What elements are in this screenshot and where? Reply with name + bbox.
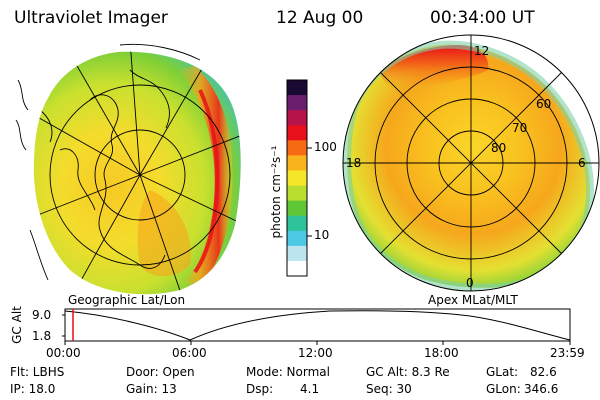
ip-status: IP: 18.0 xyxy=(10,382,56,396)
observation-date: 12 Aug 00 xyxy=(276,8,364,28)
colorbar-unit-label: photon cm⁻²s⁻¹ xyxy=(269,145,283,239)
glon-value: 346.6 xyxy=(524,382,559,396)
colorbar-swatch xyxy=(287,260,307,277)
door-status: Door: Open xyxy=(126,365,195,379)
timeline-xtick-0000: 00:00 xyxy=(46,346,81,360)
instrument-title: Ultraviolet Imager xyxy=(14,8,168,28)
colorbar-swatch xyxy=(287,245,307,262)
mlt-label-12: 12 xyxy=(474,44,490,58)
colorbar-swatch xyxy=(287,215,307,232)
mlt-label-0: 0 xyxy=(466,276,474,290)
apex-polar-map xyxy=(342,34,600,292)
mlat-label-80: 80 xyxy=(491,141,507,155)
seq-status: Seq: 30 xyxy=(366,382,412,396)
mlt-label-18: 18 xyxy=(346,156,362,170)
gc-alt-status: GC Alt: 8.3 Re xyxy=(366,365,450,379)
colorbar-swatch xyxy=(287,95,307,111)
colorbar xyxy=(286,79,308,277)
colorbar-swatch xyxy=(287,155,307,171)
gain-status: Gain: 13 xyxy=(126,382,177,396)
dsp-label: Dsp: xyxy=(246,382,274,396)
colorbar-swatch xyxy=(287,185,307,202)
glat-value: 82.6 xyxy=(530,365,557,379)
timeline-xtick-1200: 12:00 xyxy=(298,346,333,360)
colorbar-swatch xyxy=(287,125,307,141)
colorbar-frame xyxy=(286,79,308,277)
filter-status: Flt: LBHS xyxy=(10,365,65,379)
mlat-label-60: 60 xyxy=(536,97,552,111)
gc-altitude-timeline xyxy=(62,308,571,345)
timeline-xtick-1800: 18:00 xyxy=(424,346,459,360)
timeline-ytick-bottom: 1.8 xyxy=(32,329,52,343)
geographic-map-label: Geographic Lat/Lon xyxy=(68,293,186,307)
colorbar-swatch xyxy=(287,170,307,187)
colorbar-tick-label-100: 100 xyxy=(314,140,337,154)
observation-time: 00:34:00 UT xyxy=(430,8,535,28)
mlt-label-6: 6 xyxy=(578,156,586,170)
colorbar-swatch xyxy=(287,80,307,96)
mode-status: Mode: Normal xyxy=(246,365,330,379)
glon-label: GLon: xyxy=(486,382,521,396)
dsp-value: 4.1 xyxy=(300,382,320,396)
apex-map-label: Apex MLat/MLT xyxy=(428,293,518,307)
altitude-curve xyxy=(64,310,571,341)
glat-label: GLat: xyxy=(486,365,519,379)
colorbar-swatch xyxy=(287,140,307,156)
timeline-xtick-0600: 06:00 xyxy=(172,346,207,360)
geographic-map xyxy=(15,43,241,295)
timeline-axis-label: GC Alt xyxy=(10,306,24,344)
timeline-xtick-2359: 23:59 xyxy=(550,346,585,360)
colorbar-tick-label-10: 10 xyxy=(314,228,330,242)
mlat-label-70: 70 xyxy=(512,121,528,135)
timeline-frame xyxy=(64,308,571,342)
colorbar-swatch xyxy=(287,230,307,247)
timeline-ytick-top: 9.0 xyxy=(32,308,52,322)
colorbar-swatch xyxy=(287,200,307,217)
colorbar-swatch xyxy=(287,110,307,126)
